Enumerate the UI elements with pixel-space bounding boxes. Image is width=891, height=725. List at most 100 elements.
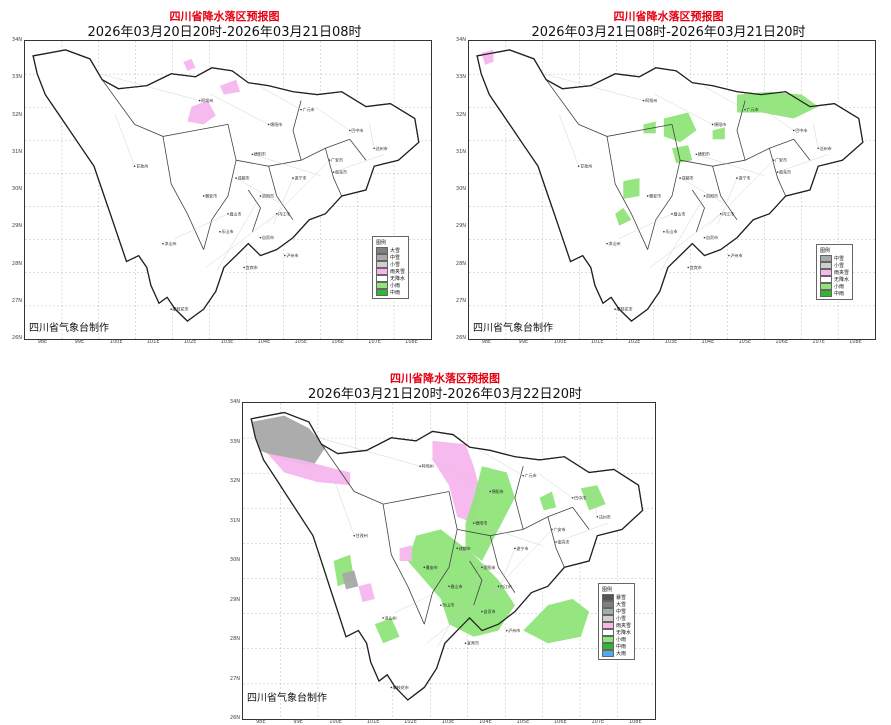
legend-item: 中雨	[820, 290, 849, 297]
city-dot	[497, 585, 500, 588]
city-label: 乐山市	[665, 228, 677, 234]
city-label: 达州市	[376, 145, 388, 151]
city-label: 攀枝花市	[173, 306, 189, 312]
legend-swatch	[820, 283, 832, 290]
credit-text: 四川省气象台制作	[473, 323, 553, 334]
prefecture-boundary-6	[382, 504, 425, 625]
legend-swatch	[376, 282, 388, 289]
county-boundary	[680, 177, 725, 204]
prefecture-boundary-8	[769, 148, 787, 197]
city-dot	[259, 195, 262, 197]
forecast-panel-3: 四川省降水落区预报图 2026年03月21日20时-2026年03月22日20时…	[230, 370, 660, 725]
lon-tick-label: 104E	[257, 339, 271, 345]
prefecture-boundary-1	[647, 124, 681, 250]
city-dot	[687, 266, 690, 269]
city-dot	[642, 99, 645, 102]
legend-swatch	[820, 262, 832, 269]
city-label: 成都市	[238, 175, 250, 181]
county-boundary	[473, 522, 543, 547]
city-label: 泸州市	[508, 627, 520, 633]
city-dot	[448, 585, 450, 588]
lon-tick-label: 98E	[255, 719, 266, 725]
lat-tick-label: 33N	[229, 438, 240, 445]
city-label: 凉山州	[165, 240, 177, 246]
legend-item: 中雪	[602, 608, 631, 615]
lat-tick-label: 27N	[455, 297, 466, 304]
lon-tick-label: 100E	[553, 339, 567, 345]
legend-label: 雨夹雪	[390, 269, 406, 275]
legend-swatch	[376, 247, 388, 254]
county-boundary	[318, 437, 421, 467]
legend-swatch	[602, 615, 614, 622]
city-label: 自贡市	[262, 234, 274, 240]
county-boundary	[437, 567, 483, 648]
city-dot	[472, 522, 475, 524]
legend-item: 小雨	[602, 636, 631, 643]
prefecture-boundary-5	[572, 507, 590, 530]
city-dot	[390, 686, 393, 689]
city-label: 宜宾市	[467, 640, 479, 646]
precip-area-12	[399, 545, 412, 561]
city-dot	[703, 195, 706, 197]
legend-label: 中雪	[616, 609, 627, 615]
precip-area-1	[219, 79, 241, 95]
lat-tick-label: 34N	[11, 37, 22, 43]
city-dot	[251, 153, 254, 156]
city-dot	[481, 566, 483, 569]
city-dot	[300, 108, 302, 111]
legend-swatch	[376, 268, 388, 275]
precip-area-4	[623, 178, 640, 199]
legend-swatch	[602, 601, 614, 608]
legend-item: 中雨	[376, 289, 405, 296]
city-label: 资阳市	[706, 192, 718, 198]
legend-label: 小雪	[390, 262, 401, 268]
city-dot	[577, 165, 580, 167]
precip-area-6	[580, 485, 606, 511]
lat-tick-label: 30N	[455, 186, 466, 192]
county-boundary	[703, 86, 746, 110]
lat-tick-label: 29N	[11, 223, 22, 230]
legend-title: 图例	[376, 240, 387, 246]
lon-tick-label: 100E	[109, 339, 123, 345]
city-label: 阿坝州	[422, 463, 434, 469]
precip-area-9	[374, 617, 400, 644]
city-dot	[772, 159, 775, 161]
legend-item: 中雨	[602, 643, 631, 650]
county-boundary	[236, 177, 281, 204]
province-outline	[476, 49, 864, 322]
county-boundary	[334, 480, 355, 536]
county-boundary	[394, 586, 450, 614]
legend-label: 大雨	[616, 651, 627, 657]
city-label: 南充市	[335, 169, 347, 175]
panel-subtitle: 2026年03月21日08时-2026年03月21日20时	[531, 25, 806, 40]
city-dot	[744, 108, 746, 111]
city-dot	[464, 642, 467, 644]
city-label: 巴中市	[795, 127, 807, 133]
legend-item: 小雪	[820, 262, 849, 269]
legend-item: 小雪	[602, 615, 631, 622]
city-dot	[423, 566, 426, 569]
city-label: 广元市	[303, 106, 315, 112]
lon-tick-label: 105E	[738, 339, 752, 345]
legend-swatch	[376, 261, 388, 268]
lat-tick-label: 27N	[229, 675, 240, 682]
legend-item: 小雨	[820, 283, 849, 290]
city-label: 广安市	[775, 157, 787, 163]
prefecture-boundary-0	[101, 79, 229, 137]
city-label: 巴中市	[351, 127, 363, 133]
legend-title: 图例	[820, 248, 831, 254]
lat-tick-label: 28N	[11, 260, 22, 267]
lon-tick-label: 105E	[294, 339, 308, 345]
city-label: 甘孜州	[356, 532, 368, 538]
lon-tick-label: 101E	[366, 719, 380, 725]
county-boundary	[273, 178, 294, 225]
city-label: 广元市	[525, 472, 537, 478]
county-boundary	[592, 490, 598, 517]
legend-label: 中雪	[834, 256, 845, 262]
map-frame: 阿坝州 甘孜州 绵阳市 广元市 巴中市 达州市 南充市 德阳市 成都市 遂宁市 广安市 资阳市 内江市 眉…	[242, 402, 656, 720]
precip-area-7	[643, 121, 656, 134]
prefecture-boundary-8	[325, 148, 343, 197]
lat-tick-label: 33N	[11, 74, 22, 81]
city-dot	[522, 474, 524, 477]
county-boundary	[252, 154, 321, 176]
